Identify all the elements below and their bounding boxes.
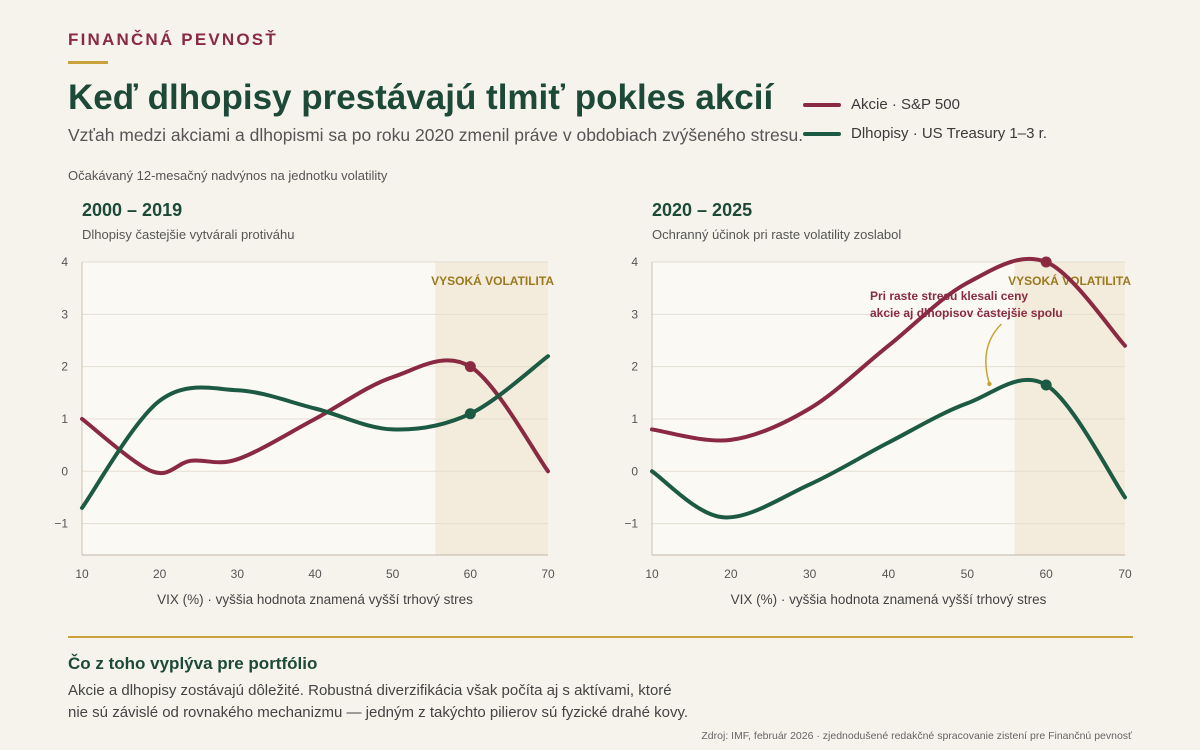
series-marker-stocks-0: [464, 361, 476, 373]
x-tick-label-1-6: 70: [1118, 567, 1132, 581]
legend-swatch-stocks: [803, 102, 841, 107]
y-tick-label-1-3: 2: [631, 360, 638, 374]
panel-subtitle-left: Dlhopisy častejšie vytvárali protiváhu: [82, 227, 295, 242]
takeaway-title: Čo z toho vyplýva pre portfólio: [68, 654, 318, 673]
legend-item-bonds: Dlhopisy · US Treasury 1–3 r.: [803, 119, 1047, 148]
x-tick-label-0-0: 10: [75, 567, 89, 581]
y-tick-label-0-3: 2: [61, 360, 68, 374]
x-tick-label-1-4: 50: [961, 567, 975, 581]
x-tick-label-1-2: 30: [803, 567, 817, 581]
y-tick-label-1-1: 0: [631, 464, 638, 478]
panel-title-right: 2020 – 2025: [652, 200, 753, 220]
annotation-text-line-0: Pri raste stresu klesali ceny: [870, 289, 1028, 303]
x-tick-label-0-4: 50: [386, 567, 400, 581]
takeaway-line-1: Akcie a dlhopisy zostávajú dôležité. Rob…: [68, 682, 672, 699]
legend-item-stocks: Akcie · S&P 500: [803, 90, 1047, 119]
x-tick-label-0-2: 30: [231, 567, 245, 581]
y-measure-note: Očakávaný 12-mesačný nadvýnos na jednotk…: [68, 168, 388, 183]
x-tick-label-1-1: 20: [724, 567, 738, 581]
panel-title-left: 2000 – 2019: [82, 200, 183, 220]
y-tick-label-0-2: 1: [61, 412, 68, 426]
x-axis-title-0: VIX (%) · vyššia hodnota znamená vyšší t…: [157, 592, 473, 607]
high-volatility-zone-0: [435, 262, 548, 555]
x-tick-label-1-5: 60: [1039, 567, 1053, 581]
annotation-text-line-1: akcie aj dlhopisov častejšie spolu: [870, 306, 1063, 320]
y-tick-label-1-0: −1: [624, 517, 638, 531]
y-tick-label-0-5: 4: [61, 255, 68, 269]
annotation-connector-1: [985, 323, 1002, 385]
y-tick-label-0-0: −1: [54, 517, 68, 531]
x-tick-label-0-6: 70: [541, 567, 555, 581]
takeaway-line-2: nie sú závislé od rovnakého mechanizmu —…: [68, 704, 689, 721]
chart-panel-0: VYSOKÁ VOLATILITA −1 0 1 2 3 4 10 20 30 40 50 60 70 VI…: [54, 255, 555, 607]
x-tick-label-1-3: 40: [882, 567, 896, 581]
x-tick-label-0-3: 40: [308, 567, 322, 581]
takeaway-text: Akcie a dlhopisy zostávajú dôležité. Rob…: [68, 680, 748, 724]
high-volatility-label-0: VYSOKÁ VOLATILITA: [431, 273, 554, 288]
y-tick-label-0-4: 3: [61, 307, 68, 321]
page-title: Keď dlhopisy prestávajú tlmiť pokles akc…: [68, 78, 774, 117]
y-tick-label-0-1: 0: [61, 464, 68, 478]
x-axis-title-1: VIX (%) · vyššia hodnota znamená vyšší t…: [731, 592, 1047, 607]
source-note: Zdroj: IMF, február 2026 · zjednodušené …: [701, 730, 1132, 742]
annotation-connector-end-1: [987, 381, 992, 387]
series-marker-bonds-1: [1040, 379, 1052, 391]
series-marker-bonds-0: [464, 408, 476, 420]
y-tick-label-1-4: 3: [631, 307, 638, 321]
legend-label-stocks: Akcie · S&P 500: [851, 96, 960, 113]
x-tick-label-0-1: 20: [153, 567, 167, 581]
x-tick-label-1-0: 10: [645, 567, 659, 581]
kicker: FINANČNÁ PEVNOSŤ: [68, 30, 278, 49]
panel-subtitle-right: Ochranný účinok pri raste volatility zos…: [652, 227, 902, 242]
series-line-bonds-1: [650, 377, 1127, 520]
y-tick-label-1-2: 1: [631, 412, 638, 426]
x-tick-label-0-5: 60: [464, 567, 478, 581]
series-marker-stocks-1: [1040, 256, 1052, 268]
legend-label-bonds: Dlhopisy · US Treasury 1–3 r.: [851, 125, 1047, 142]
page-subtitle: Vzťah medzi akciami a dlhopismi sa po ro…: [68, 125, 804, 145]
y-tick-label-1-5: 4: [631, 255, 638, 269]
bottom-divider: [68, 636, 1133, 638]
kicker-underline: [68, 61, 108, 64]
legend-swatch-bonds: [803, 131, 841, 136]
legend: Akcie · S&P 500 Dlhopisy · US Treasury 1…: [803, 90, 1047, 148]
